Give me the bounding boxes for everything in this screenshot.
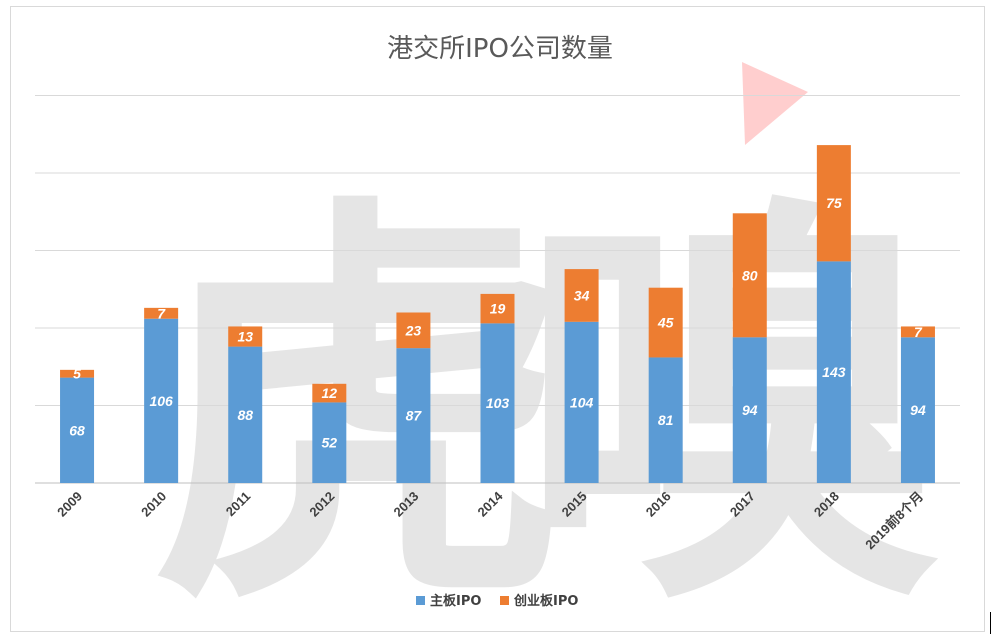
bar-gem-board-9 bbox=[816, 145, 851, 262]
data-label-main-board-8: 94 bbox=[742, 402, 758, 418]
data-label-gem-board-5: 19 bbox=[490, 301, 506, 317]
text-cursor bbox=[990, 612, 991, 634]
bar-main-board-1 bbox=[144, 318, 179, 483]
bar-main-board-5 bbox=[480, 323, 515, 483]
bar-gem-board-3 bbox=[312, 383, 347, 403]
watermark-triangle bbox=[742, 62, 808, 145]
data-label-gem-board-6: 34 bbox=[574, 287, 590, 303]
data-label-main-board-10: 94 bbox=[910, 402, 926, 418]
data-label-main-board-3: 52 bbox=[322, 435, 338, 451]
bar-main-board-3 bbox=[312, 402, 347, 483]
bar-gem-board-1 bbox=[144, 307, 179, 319]
data-label-main-board-9: 143 bbox=[822, 364, 846, 380]
legend-label-gem-board: 创业板IPO bbox=[513, 593, 578, 609]
data-label-gem-board-0: 5 bbox=[73, 366, 81, 382]
bar-gem-board-2 bbox=[228, 326, 263, 347]
x-tick-label: 2009 bbox=[54, 489, 85, 520]
legend-swatch-gem-board bbox=[500, 596, 509, 605]
chart-title: 港交所IPO公司数量 bbox=[387, 34, 613, 64]
data-label-main-board-2: 88 bbox=[237, 407, 253, 423]
data-label-gem-board-3: 12 bbox=[322, 385, 338, 401]
bar-main-board-10 bbox=[900, 337, 935, 483]
data-label-gem-board-7: 45 bbox=[657, 315, 674, 331]
data-label-gem-board-1: 7 bbox=[157, 305, 166, 321]
bar-gem-board-6 bbox=[564, 269, 599, 322]
bar-main-board-7 bbox=[648, 357, 683, 483]
legend: 主板IPO 创业板IPO bbox=[416, 593, 578, 609]
data-label-gem-board-10: 7 bbox=[914, 324, 923, 340]
data-labels: 68 5 106 7 88 13 52 12 87 23 103 19 104 34 81 45 94 80 143… bbox=[69, 195, 926, 450]
bar-gem-board-7 bbox=[648, 287, 683, 358]
bar-main-board-4 bbox=[396, 348, 431, 483]
data-label-gem-board-4: 23 bbox=[405, 322, 422, 338]
bar-main-board-2 bbox=[228, 346, 263, 483]
watermark: 虎 嗅 bbox=[150, 62, 940, 642]
bar-gem-board-0 bbox=[60, 369, 95, 378]
bar-main-board-6 bbox=[564, 321, 599, 483]
bar-gem-board-5 bbox=[480, 293, 515, 324]
data-label-main-board-4: 87 bbox=[406, 408, 423, 424]
data-label-main-board-5: 103 bbox=[486, 395, 510, 411]
bar-main-board-9 bbox=[816, 261, 851, 483]
data-label-gem-board-9: 75 bbox=[826, 195, 842, 211]
data-label-gem-board-2: 13 bbox=[237, 329, 253, 345]
bars bbox=[60, 145, 935, 483]
data-label-main-board-7: 81 bbox=[658, 412, 674, 428]
bar-gem-board-8 bbox=[732, 213, 767, 338]
data-label-main-board-6: 104 bbox=[570, 394, 594, 410]
legend-label-main-board: 主板IPO bbox=[430, 593, 481, 609]
bar-main-board-0 bbox=[60, 377, 95, 483]
chart-frame bbox=[10, 6, 985, 632]
data-label-gem-board-8: 80 bbox=[742, 267, 758, 283]
data-label-main-board-1: 106 bbox=[149, 393, 173, 409]
bar-gem-board-10 bbox=[900, 326, 935, 338]
data-label-main-board-0: 68 bbox=[69, 422, 85, 438]
legend-swatch-main-board bbox=[416, 596, 425, 605]
bar-gem-board-4 bbox=[396, 312, 431, 349]
bar-main-board-8 bbox=[732, 337, 767, 483]
